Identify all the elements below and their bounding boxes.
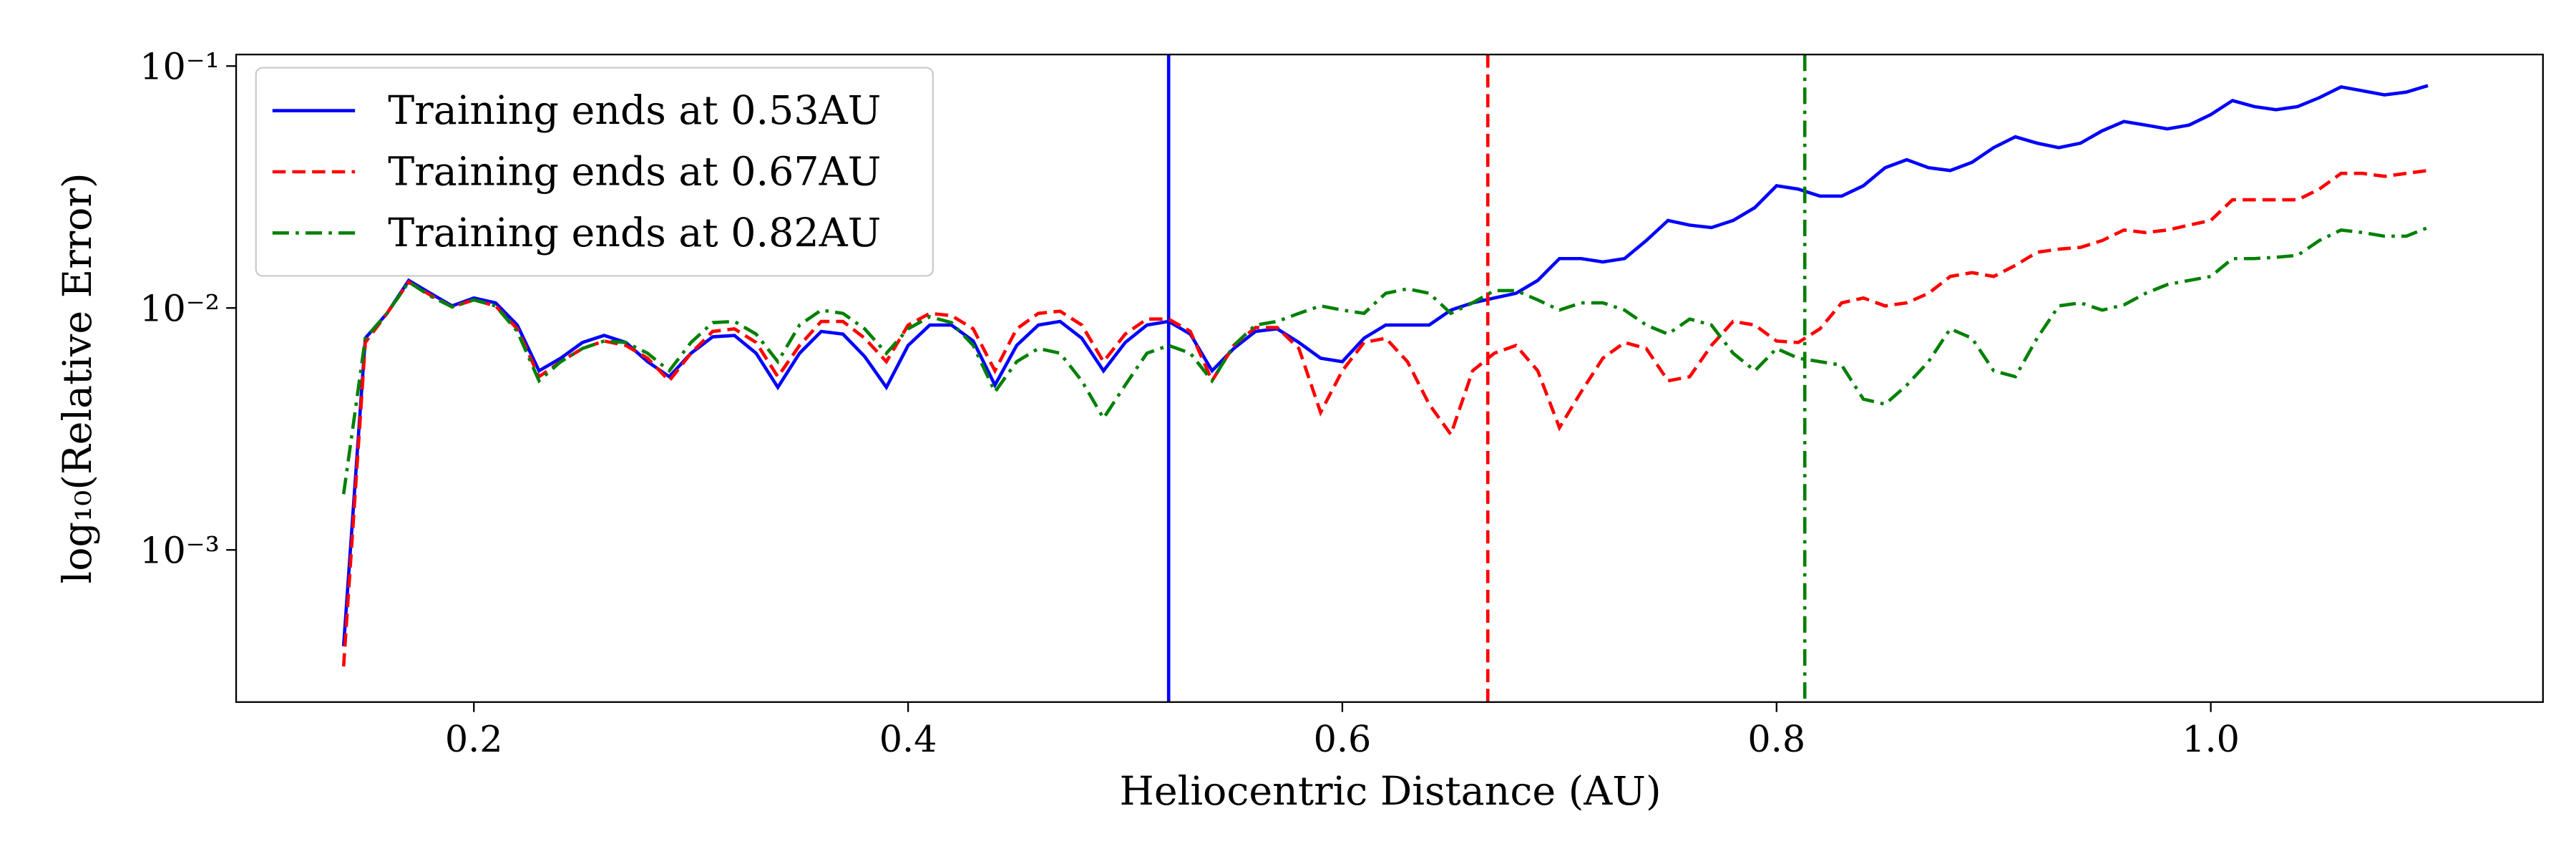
x-tick-label: 1.0 — [2182, 718, 2240, 760]
legend-label: Training ends at 0.53AU — [388, 88, 881, 134]
y-tick-label: 10⁻¹ — [140, 46, 220, 88]
plot-frame — [235, 54, 2544, 703]
x-tick-label: 0.8 — [1747, 718, 1805, 760]
x-tick-label: 0.2 — [445, 718, 503, 760]
y-tick-label: 10⁻² — [140, 288, 220, 330]
series-line — [341, 84, 2429, 646]
y-axis-label: log₁₀(Relative Error) — [55, 173, 101, 583]
y-tick-label: 10⁻³ — [140, 530, 220, 572]
x-tick-label: 0.4 — [879, 718, 937, 760]
x-tick-label: 0.6 — [1314, 718, 1372, 760]
legend-box — [255, 67, 934, 277]
x-axis-label: Heliocentric Distance (AU) — [1120, 769, 1662, 815]
series-line — [341, 225, 2429, 495]
legend-label: Training ends at 0.67AU — [388, 149, 881, 195]
series-line — [341, 168, 2429, 667]
legend-label: Training ends at 0.82AU — [388, 210, 881, 256]
